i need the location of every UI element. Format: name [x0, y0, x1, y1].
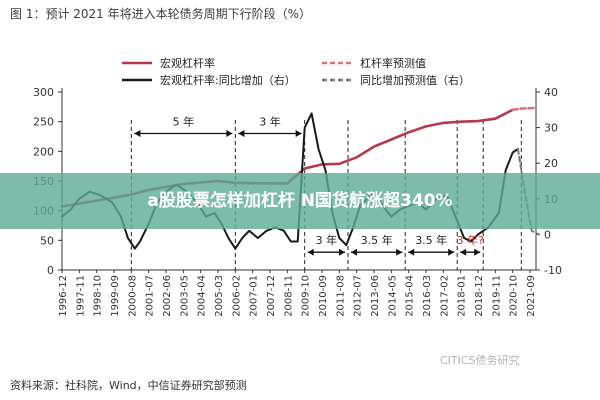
source-note: 资料来源：社科院，Wind，中信证券研究部预测 — [10, 379, 247, 392]
legend-label: 杠杆率预测值 — [360, 56, 426, 70]
annotation-arrowhead — [474, 248, 481, 256]
y2-tick-label: -10 — [544, 264, 562, 277]
x-tick-label: 2007-01 — [249, 275, 260, 317]
annotation-label: 3 年 — [316, 233, 338, 247]
x-tick-label: 2000-08 — [127, 275, 138, 317]
x-tick-label: 2002-06 — [162, 275, 173, 317]
x-tick-label: 2004-04 — [197, 275, 208, 317]
overlay-banner: a股股票怎样加杠杆 N国货航涨超340% — [0, 173, 600, 229]
y2-tick-label: 40 — [544, 86, 558, 99]
annotation-arrowhead — [307, 248, 314, 256]
x-tick-label: 1999-09 — [110, 275, 121, 317]
y2-tick-label: 0 — [544, 228, 551, 241]
y-tick-label: 200 — [33, 145, 54, 158]
legend-label: 宏观杠杆率:同比增加（右） — [160, 73, 296, 87]
annotation-arrowhead — [351, 248, 357, 256]
y-tick-label: 300 — [33, 86, 54, 99]
period-markers — [130, 120, 522, 270]
watermark-text: CITICS债务研究 — [440, 354, 520, 367]
x-tick-label: 2018-12 — [474, 275, 485, 317]
y-tick-label: 50 — [40, 234, 54, 247]
annotation-label: 5 年 — [173, 115, 195, 129]
annotation-arrowhead — [226, 130, 233, 138]
x-tick-label: 2009-10 — [301, 275, 312, 317]
y-tick-label: 0 — [47, 264, 54, 277]
annotation-arrowhead — [460, 248, 467, 256]
x-tick-label: 2021-09 — [526, 275, 537, 317]
annotations: 5 年 3 年 3 年 3.5 年 3.5 年 3 年? — [134, 115, 484, 256]
x-tick-label: 2015-04 — [405, 275, 416, 317]
legend-label: 同比增加预测值（右） — [360, 73, 470, 87]
annotation-label: 3.5 年 — [361, 233, 393, 247]
x-tick-label: 2003-05 — [179, 275, 190, 317]
x-tick-label: 2018-01 — [457, 275, 468, 317]
legend-label: 宏观杠杆率 — [160, 56, 215, 70]
y2-tick-label: 20 — [544, 157, 558, 170]
x-tick-label: 2007-12 — [266, 275, 277, 317]
annotation-label: 3.5 年 — [415, 233, 447, 247]
annotation-arrowhead — [134, 130, 141, 138]
y-tick-label: 250 — [33, 116, 54, 129]
annotation-arrowhead — [339, 248, 345, 256]
x-tick-label: 2005-03 — [214, 275, 225, 317]
figure-title: 图 1：预计 2021 年将进入本轮债务周期下行阶段（%） — [10, 7, 312, 21]
x-tick-label: 2019-11 — [491, 275, 502, 317]
x-tick-label: 2012-07 — [353, 275, 364, 317]
annotation-arrowhead — [448, 248, 455, 256]
annotation-arrowhead — [396, 248, 403, 256]
x-tick-label: 2001-07 — [145, 275, 156, 317]
overlay-banner-text: a股股票怎样加杠杆 N国货航涨超340% — [147, 191, 453, 211]
annotation-arrowhead — [295, 130, 302, 138]
annotation-label: 3 年? — [457, 233, 484, 247]
x-tick-label: 2013-06 — [370, 275, 381, 317]
x-tick-label: 2016-03 — [422, 275, 433, 317]
x-tick-label: 1996-12 — [58, 275, 69, 317]
x-tick-label: 2011-08 — [335, 275, 346, 317]
x-tick-label: 1997-11 — [75, 275, 86, 317]
x-tick-label: 2006-02 — [231, 275, 242, 317]
annotation-label: 3 年 — [259, 115, 281, 129]
annotation-arrowhead — [408, 248, 415, 256]
x-tick-label: 2008-11 — [283, 275, 294, 317]
series-line — [511, 106, 535, 112]
x-tick-label: 2014-05 — [387, 275, 398, 317]
annotation-arrowhead — [238, 130, 245, 138]
x-tick-label: 2020-10 — [509, 275, 520, 317]
x-tick-label: 2017-02 — [439, 275, 450, 317]
x-tick-label: 1998-10 — [93, 275, 104, 317]
x-tick-label: 2010-09 — [318, 275, 329, 317]
y2-tick-label: 30 — [544, 122, 558, 135]
